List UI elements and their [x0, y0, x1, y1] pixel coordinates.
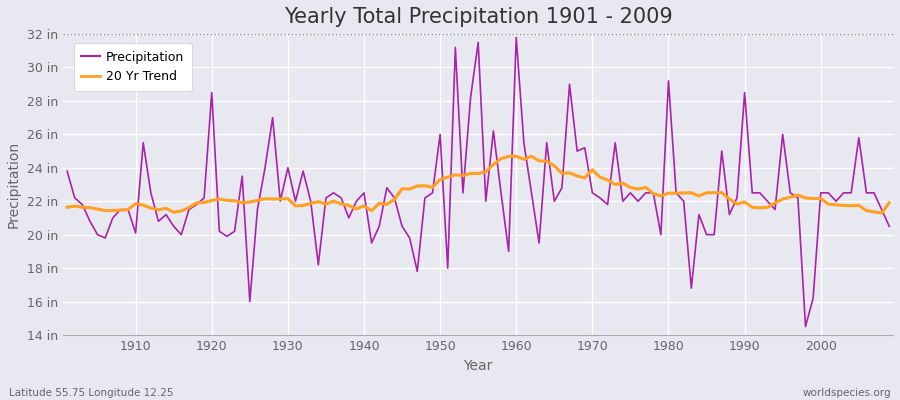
Legend: Precipitation, 20 Yr Trend: Precipitation, 20 Yr Trend [74, 43, 192, 90]
Y-axis label: Precipitation: Precipitation [7, 141, 21, 228]
X-axis label: Year: Year [464, 359, 493, 373]
Title: Yearly Total Precipitation 1901 - 2009: Yearly Total Precipitation 1901 - 2009 [284, 7, 672, 27]
Text: Latitude 55.75 Longitude 12.25: Latitude 55.75 Longitude 12.25 [9, 388, 174, 398]
Text: worldspecies.org: worldspecies.org [803, 388, 891, 398]
